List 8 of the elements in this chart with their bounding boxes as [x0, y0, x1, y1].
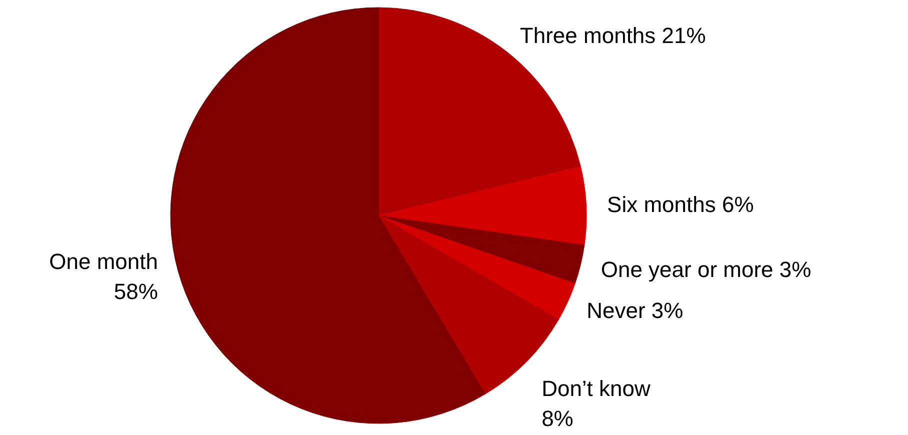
slice-label: One year or more 3%: [600, 256, 812, 282]
slice-label: Three months 21%: [520, 23, 706, 48]
slice-label: Don’t know: [542, 376, 651, 401]
data-label: 58%: [114, 278, 158, 304]
slice-label: Never 3%: [586, 298, 684, 324]
slice-label: One month: [49, 248, 158, 274]
data-label: 8%: [542, 406, 574, 431]
slice-label: Six months 6%: [607, 192, 754, 218]
